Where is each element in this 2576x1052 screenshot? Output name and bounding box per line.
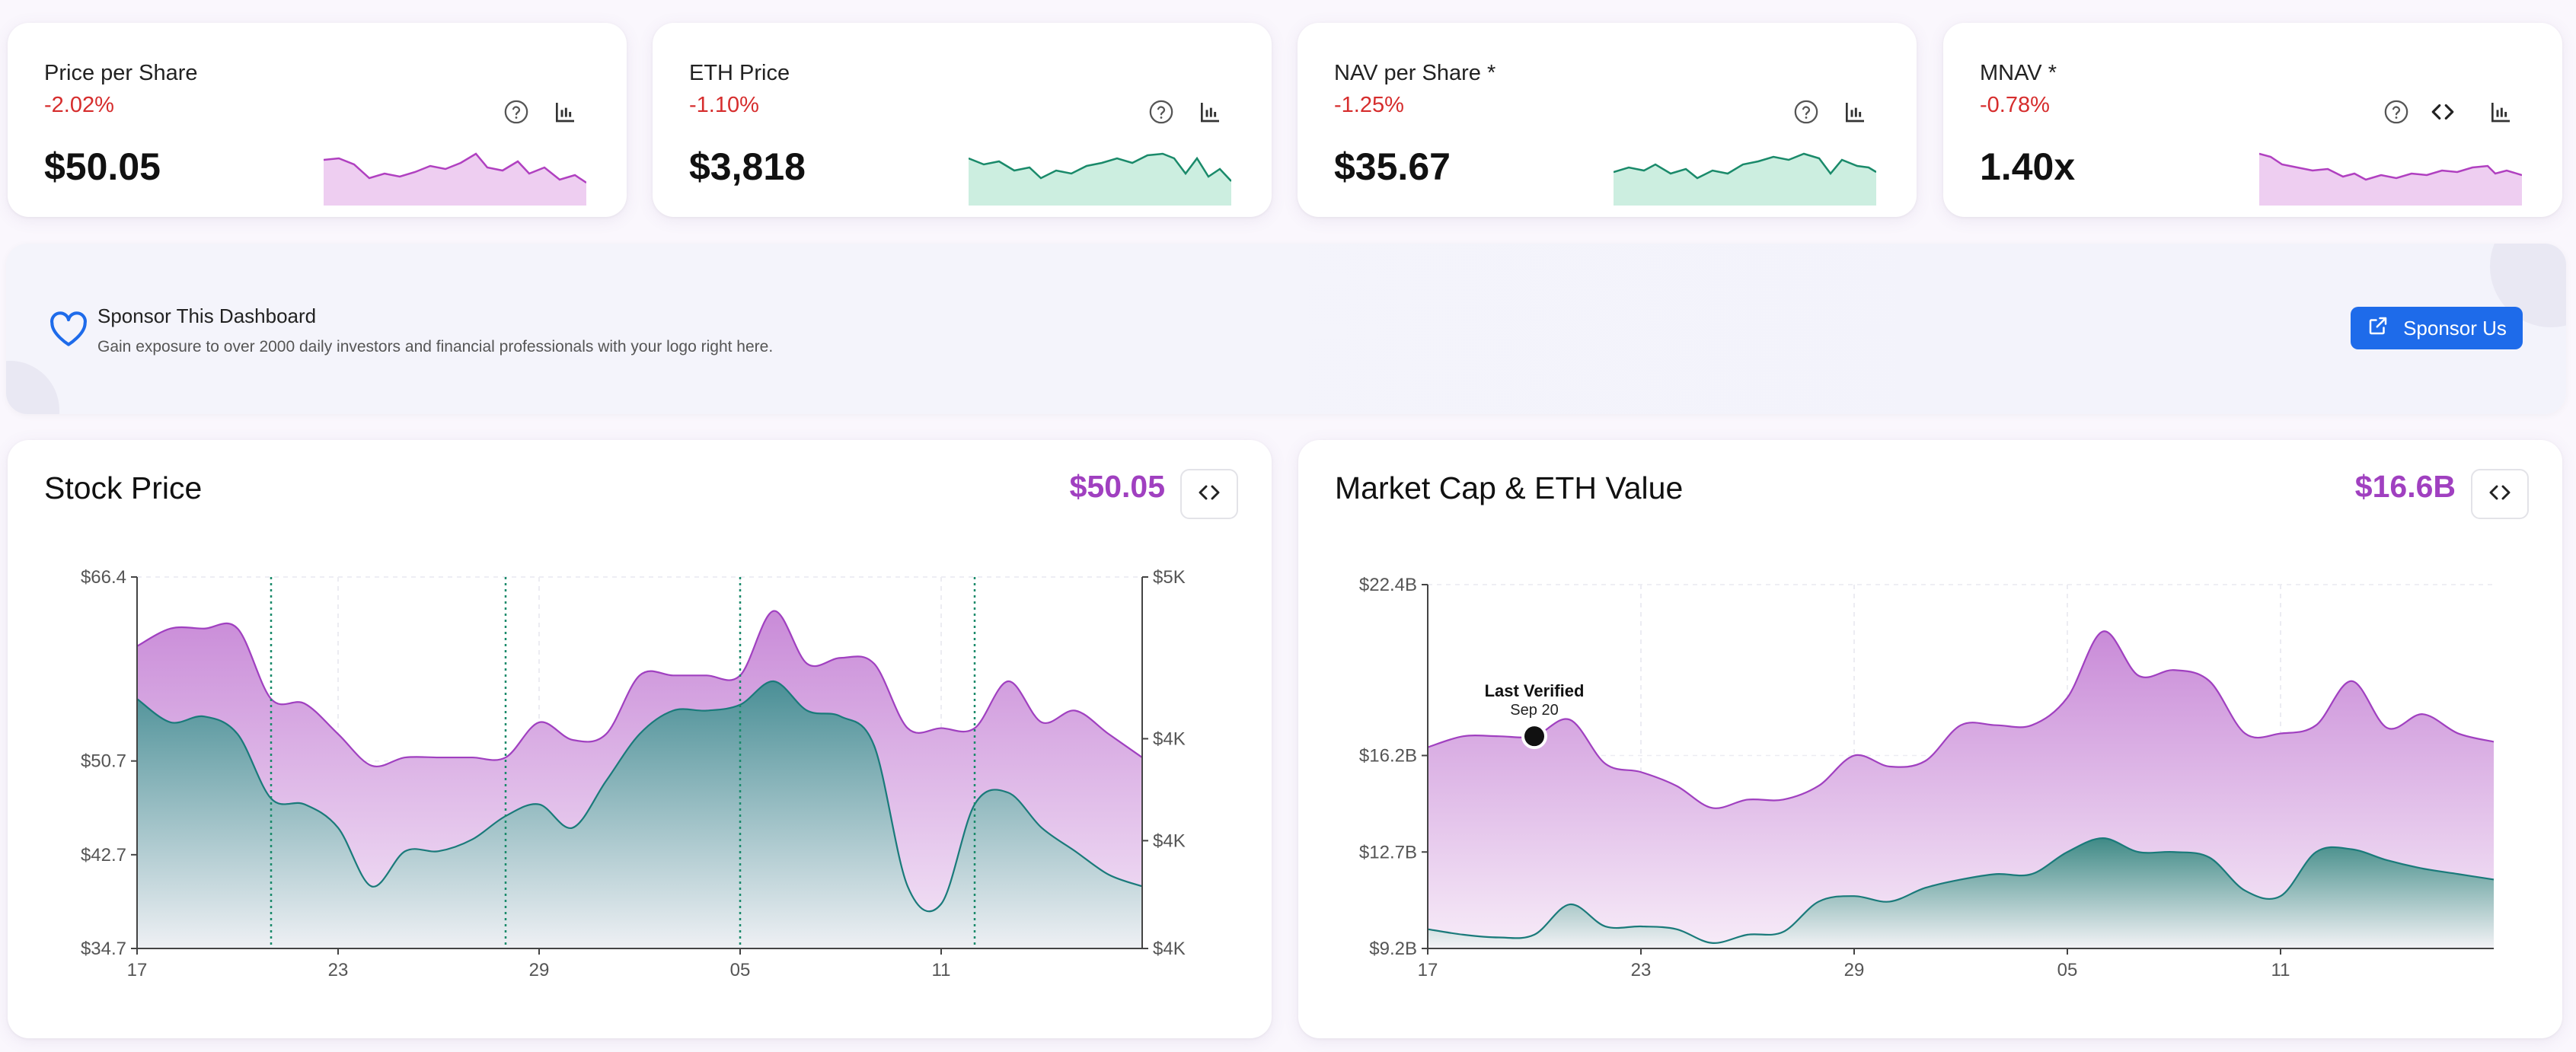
kpi-card-mnav: MNAV * -0.78% 1.40x xyxy=(1943,23,2562,217)
x-tick-label: 11 xyxy=(2271,960,2290,980)
market-cap-card: Market Cap & ETH Value $16.6B 17 23 29 05 11… xyxy=(1298,440,2562,1038)
bar-chart-icon[interactable] xyxy=(2485,97,2516,127)
external-link-icon xyxy=(2367,314,2389,343)
y-tick-label: $22.4B xyxy=(1359,575,1417,595)
sparkline xyxy=(324,152,586,206)
x-tick-label: 05 xyxy=(730,960,751,980)
x-tick-label: 29 xyxy=(1844,960,1865,980)
kpi-value: $35.67 xyxy=(1334,145,1451,188)
x-tick-label: 17 xyxy=(127,960,148,980)
stock-price-card: Stock Price $50.05 17 23 29 05 11 $66.4 $50.7 $… xyxy=(8,440,1272,1038)
sponsor-description: Gain exposure to over 2000 daily investo… xyxy=(97,338,774,355)
y-right-tick-label: $5K xyxy=(1153,567,1186,588)
series-area-secondary xyxy=(1428,838,2494,948)
help-icon[interactable] xyxy=(1791,97,1821,127)
y-right-tick-label: $4K xyxy=(1153,728,1186,749)
kpi-title: MNAV * xyxy=(1980,61,2057,85)
sponsor-banner: Sponsor This Dashboard Gain exposure to … xyxy=(6,244,2566,414)
series-line-secondary xyxy=(1427,837,2495,944)
y-tick-label: $9.2B xyxy=(1369,939,1417,959)
series-line-primary xyxy=(1427,630,2495,809)
series-area-primary xyxy=(1428,631,2494,948)
annotation-label: Last Verified xyxy=(1485,681,1585,700)
x-tick-label: 17 xyxy=(1418,960,1438,980)
kpi-change: -0.78% xyxy=(1980,93,2050,117)
code-icon xyxy=(1197,480,1221,508)
bar-chart-icon[interactable] xyxy=(1195,97,1225,127)
x-tick-label: 23 xyxy=(1631,960,1652,980)
heart-icon xyxy=(49,311,88,351)
help-icon[interactable] xyxy=(1146,97,1176,127)
kpi-change: -1.25% xyxy=(1334,93,1404,117)
sponsor-title: Sponsor This Dashboard xyxy=(97,304,317,327)
sponsor-us-label: Sponsor Us xyxy=(2403,316,2507,340)
bar-chart-icon[interactable] xyxy=(550,97,580,127)
kpi-value: $50.05 xyxy=(44,145,161,188)
kpi-card-nav-per-share: NAV per Share * -1.25% $35.67 xyxy=(1298,23,1917,217)
chart-title: Stock Price xyxy=(44,470,203,505)
kpi-value: 1.40x xyxy=(1980,145,2076,188)
series-area-secondary xyxy=(137,681,1142,948)
x-tick-label: 11 xyxy=(932,960,951,980)
y-tick-label: $50.7 xyxy=(81,751,126,772)
chart-current-value: $16.6B xyxy=(2354,469,2456,504)
help-icon[interactable] xyxy=(501,97,531,127)
embed-code-button[interactable] xyxy=(1180,469,1238,519)
kpi-change: -1.10% xyxy=(689,93,759,117)
y-tick-label: $66.4 xyxy=(81,567,126,588)
y-right-tick-label: $4K xyxy=(1153,939,1186,959)
y-tick-label: $42.7 xyxy=(81,845,126,866)
y-tick-label: $16.2B xyxy=(1359,746,1417,767)
x-tick-label: 29 xyxy=(529,960,550,980)
sponsor-us-button[interactable]: Sponsor Us xyxy=(2351,307,2523,349)
sparkline xyxy=(969,152,1231,206)
series-line-primary xyxy=(136,610,1143,768)
bar-chart-icon[interactable] xyxy=(1840,97,1870,127)
y-tick-label: $34.7 xyxy=(81,939,126,959)
x-tick-label: 23 xyxy=(328,960,349,980)
y-right-tick-label: $4K xyxy=(1153,830,1186,851)
chart-title: Market Cap & ETH Value xyxy=(1335,470,1684,505)
kpi-title: ETH Price xyxy=(689,61,790,85)
sparkline xyxy=(2259,152,2522,206)
help-icon[interactable] xyxy=(2381,97,2412,127)
code-icon[interactable] xyxy=(2428,97,2458,127)
last-verified-marker xyxy=(1521,723,1547,750)
y-tick-label: $12.7B xyxy=(1359,842,1417,862)
series-line-secondary xyxy=(136,680,1143,913)
kpi-title: Price per Share xyxy=(44,61,198,85)
kpi-title: NAV per Share * xyxy=(1334,61,1496,85)
annotation-date: Sep 20 xyxy=(1510,702,1558,719)
kpi-change: -2.02% xyxy=(44,93,114,117)
stock-price-chart: 17 23 29 05 11 $66.4 $50.7 $42.7 $34.7 $5K $4K $4K $… xyxy=(81,567,1186,980)
chart-current-value: $50.05 xyxy=(1069,469,1165,504)
kpi-value: $3,818 xyxy=(689,145,806,188)
sparkline xyxy=(1614,152,1876,206)
code-icon xyxy=(2488,480,2512,508)
x-tick-label: 05 xyxy=(2057,960,2078,980)
kpi-card-price-per-share: Price per Share -2.02% $50.05 xyxy=(8,23,627,217)
kpi-card-eth-price: ETH Price -1.10% $3,818 xyxy=(653,23,1272,217)
decorative-blob xyxy=(6,361,59,414)
embed-code-button[interactable] xyxy=(2471,469,2529,519)
market-cap-chart: 17 23 29 05 11 $22.4B $16.2B $12.7B $9.2B Last Ve… xyxy=(1359,575,2495,980)
